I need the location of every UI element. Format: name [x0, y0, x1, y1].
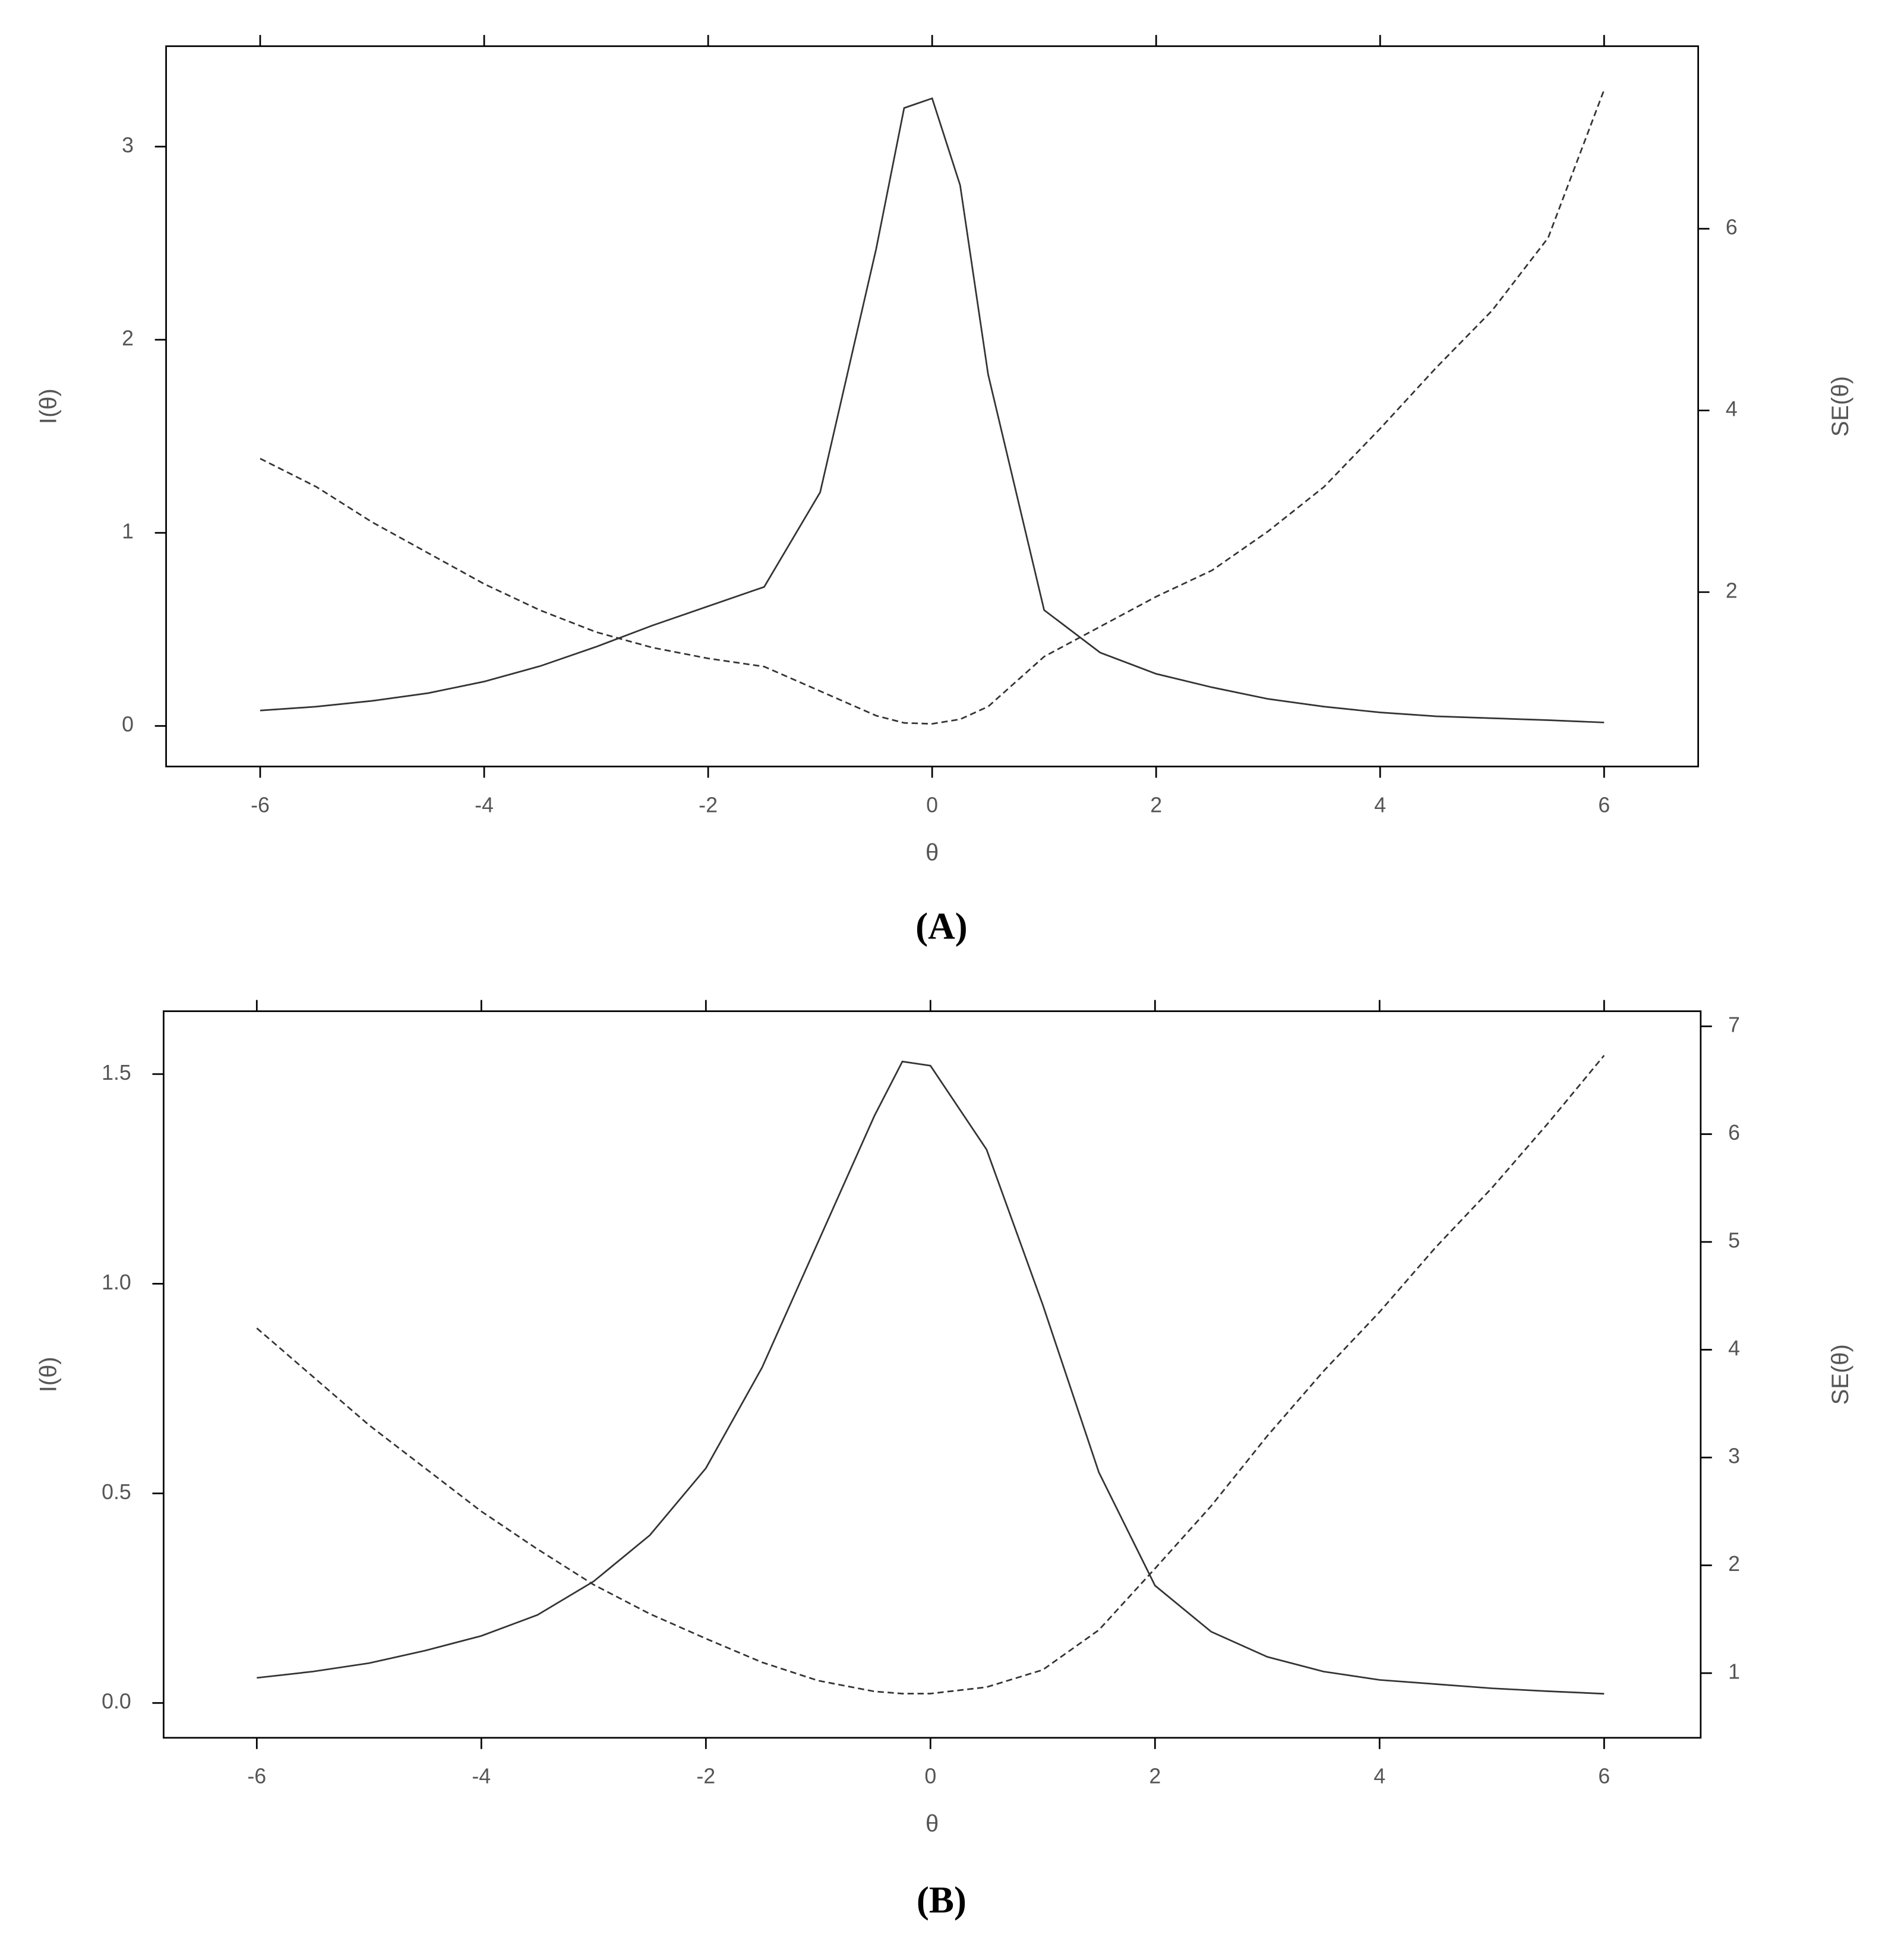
y-axis-label: I(θ) [36, 388, 62, 424]
x-tick-label: -4 [472, 1765, 491, 1788]
x-tick-label: -2 [699, 793, 718, 817]
x-tick-label: 6 [1598, 1765, 1610, 1788]
plot-frame [163, 1010, 1702, 1739]
x-tick-label: 2 [1150, 793, 1162, 817]
y-tick-label: 3 [122, 133, 134, 157]
y2-tick-label: 4 [1728, 1336, 1740, 1360]
y-tick-label: 1.0 [102, 1270, 131, 1294]
x-tick-label: 2 [1149, 1765, 1161, 1788]
y2-tick-label: 5 [1728, 1228, 1740, 1252]
info-line [257, 1060, 1605, 1695]
x-tick-label: 0 [924, 1765, 936, 1788]
y2-tick-label: 4 [1726, 397, 1738, 421]
y2-tick-label: 2 [1728, 1552, 1740, 1576]
x-axis-label: θ [926, 839, 939, 865]
y2-tick-label: 6 [1728, 1121, 1740, 1145]
se-line [260, 89, 1605, 725]
y2-tick-label: 6 [1726, 216, 1738, 239]
y-tick-label: 1 [122, 520, 134, 543]
se-line [256, 1055, 1605, 1695]
y-axis-label: I(θ) [36, 1357, 62, 1392]
y2-tick-label: 3 [1728, 1444, 1740, 1468]
y-tick-label: 0.0 [102, 1690, 131, 1714]
x-tick-label: -6 [251, 793, 270, 817]
panel-caption: (A) [915, 905, 968, 947]
x-tick-label: -4 [475, 793, 494, 817]
plot-frame [165, 45, 1700, 767]
y2-axis-label: SE(θ) [1827, 376, 1853, 437]
y2-tick-label: 7 [1728, 1013, 1740, 1036]
x-tick-label: 4 [1374, 793, 1386, 817]
panel-caption: (B) [917, 1879, 967, 1921]
x-tick-label: -6 [247, 1765, 266, 1788]
y-tick-label: 0.5 [102, 1480, 131, 1504]
y2-tick-label: 2 [1726, 578, 1738, 602]
x-tick-label: 4 [1373, 1765, 1385, 1788]
y-tick-label: 0 [122, 713, 134, 736]
y2-tick-label: 1 [1728, 1659, 1740, 1683]
x-tick-label: 6 [1598, 793, 1610, 817]
y2-axis-label: SE(θ) [1827, 1344, 1853, 1405]
x-tick-label: 0 [926, 793, 938, 817]
y-tick-label: 2 [122, 326, 134, 350]
x-axis-label: θ [926, 1811, 939, 1837]
x-tick-label: -2 [696, 1765, 715, 1788]
info-line [260, 97, 1605, 723]
y-tick-label: 1.5 [102, 1061, 131, 1085]
